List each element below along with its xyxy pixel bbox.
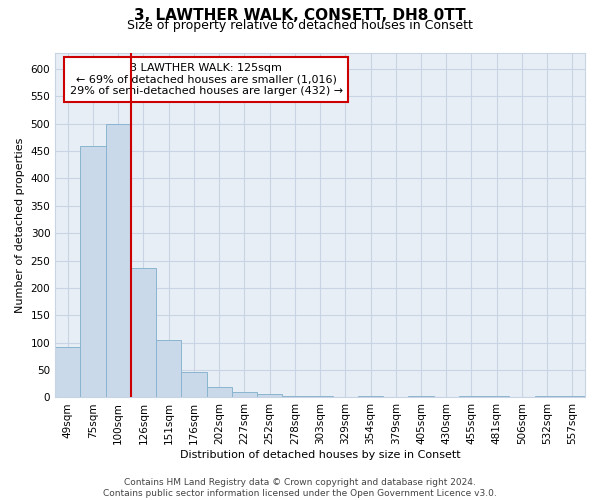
- Bar: [307, 396, 332, 398]
- Bar: [55, 346, 80, 398]
- Bar: [484, 396, 509, 398]
- Bar: [358, 396, 383, 398]
- Bar: [206, 386, 232, 398]
- Bar: [409, 396, 434, 398]
- Bar: [535, 396, 560, 398]
- Bar: [106, 124, 131, 398]
- Bar: [459, 396, 484, 398]
- Bar: [232, 392, 257, 398]
- Bar: [181, 372, 206, 398]
- X-axis label: Distribution of detached houses by size in Consett: Distribution of detached houses by size …: [180, 450, 460, 460]
- Bar: [80, 146, 106, 398]
- Text: 3, LAWTHER WALK, CONSETT, DH8 0TT: 3, LAWTHER WALK, CONSETT, DH8 0TT: [134, 8, 466, 22]
- Text: 3 LAWTHER WALK: 125sqm
← 69% of detached houses are smaller (1,016)
29% of semi-: 3 LAWTHER WALK: 125sqm ← 69% of detached…: [70, 63, 343, 96]
- Bar: [257, 394, 282, 398]
- Bar: [156, 340, 181, 398]
- Bar: [131, 268, 156, 398]
- Bar: [282, 396, 307, 398]
- Bar: [560, 396, 585, 398]
- Y-axis label: Number of detached properties: Number of detached properties: [15, 138, 25, 312]
- Text: Contains HM Land Registry data © Crown copyright and database right 2024.
Contai: Contains HM Land Registry data © Crown c…: [103, 478, 497, 498]
- Text: Size of property relative to detached houses in Consett: Size of property relative to detached ho…: [127, 19, 473, 32]
